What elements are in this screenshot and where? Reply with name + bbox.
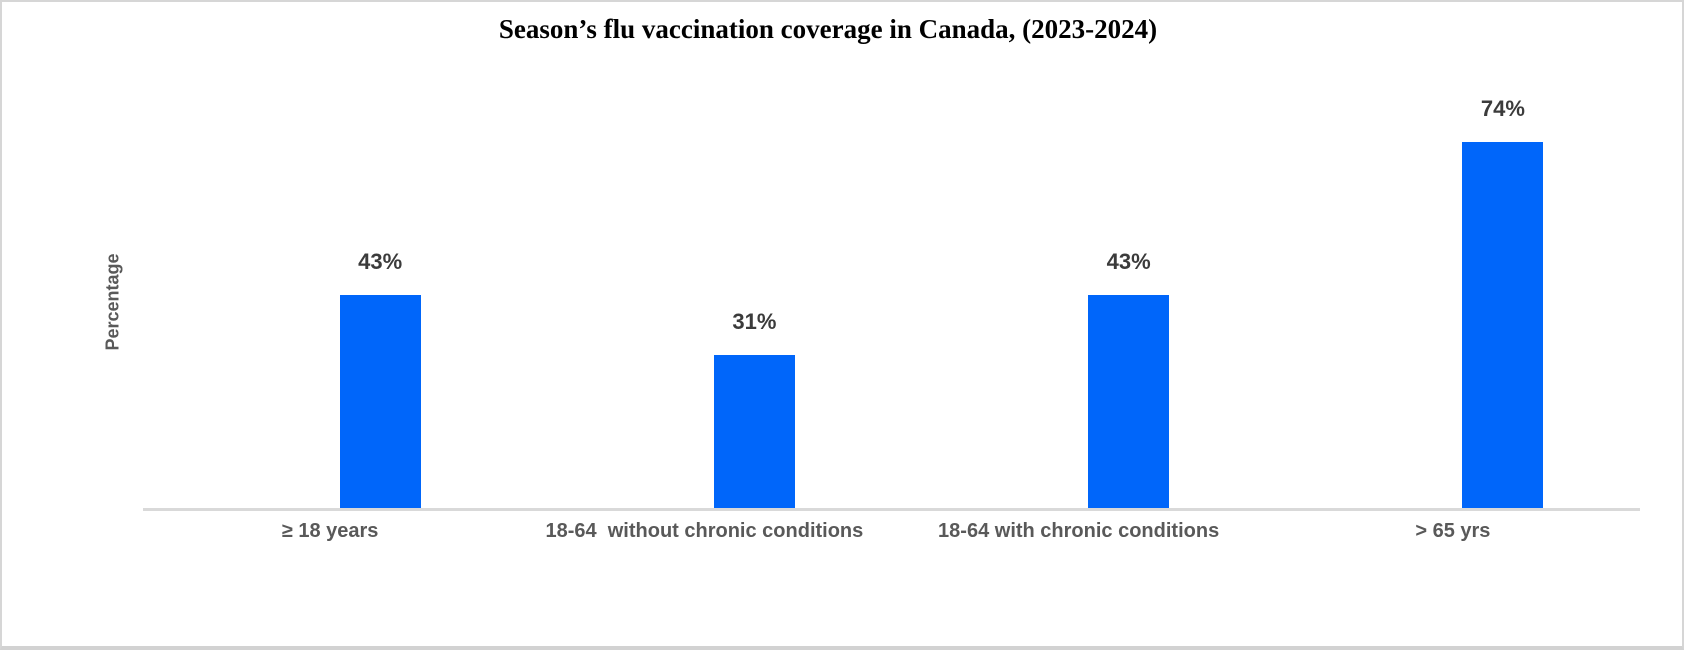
x-axis-category-label: > 65 yrs	[1415, 520, 1491, 542]
x-axis-category-label: ≥ 18 years	[281, 520, 379, 542]
bar-value-label: 43%	[1106, 249, 1151, 274]
chart-title: Season’s flu vaccination coverage in Can…	[498, 14, 1158, 44]
bar	[1088, 295, 1170, 508]
x-axis-category-label: 18-64 without chronic conditions	[545, 520, 864, 542]
y-axis-title-text: Percentage	[102, 253, 123, 351]
bar	[713, 355, 795, 508]
x-axis-line	[143, 508, 1640, 511]
bar-value-label: 43%	[358, 249, 403, 274]
bar-value-label: 31%	[732, 309, 777, 334]
bar-value-label: 74%	[1480, 96, 1525, 121]
x-axis-category-label: 18-64 with chronic conditions	[938, 520, 1220, 542]
bar	[1462, 142, 1544, 508]
bar	[339, 295, 421, 508]
